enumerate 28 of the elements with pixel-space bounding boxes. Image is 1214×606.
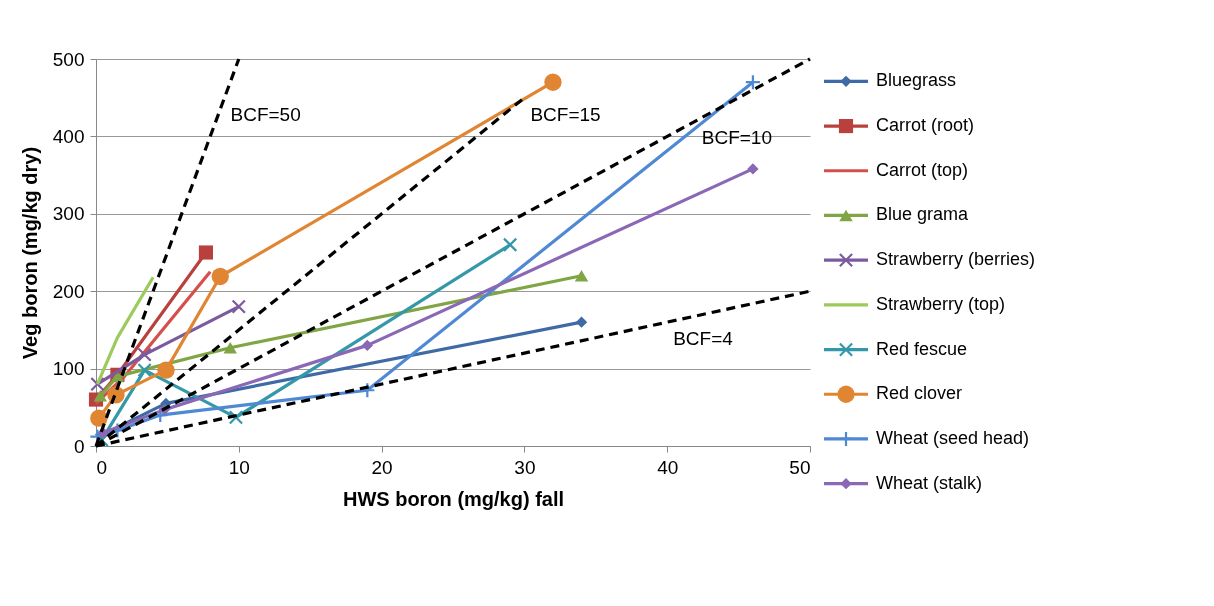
legend-label: Carrot (root) <box>876 115 975 136</box>
annotation: BCF=50 <box>230 103 301 125</box>
y-tick-label: 400 <box>52 125 85 147</box>
legend-label: Red fescue <box>876 338 968 359</box>
y-tick-label: 500 <box>52 48 85 70</box>
annotation: BCF=4 <box>673 328 734 350</box>
legend-label: Carrot (top) <box>876 159 969 180</box>
annotation: BCF=10 <box>701 126 772 148</box>
y-tick-label: 300 <box>52 203 85 225</box>
x-tick-label: 0 <box>96 456 108 478</box>
x-axis-title: HWS boron (mg/kg) fall <box>342 487 565 510</box>
annotation: BCF=15 <box>530 103 601 125</box>
x-tick-label: 50 <box>789 456 811 478</box>
x-tick-label: 40 <box>657 456 679 478</box>
y-tick-label: 200 <box>52 280 85 302</box>
x-tick-label: 20 <box>371 456 393 478</box>
legend-label: Wheat (seed head) <box>876 427 1030 448</box>
y-tick-label: 100 <box>52 358 85 380</box>
legend-label: Blue grama <box>876 204 970 225</box>
legend-label: Red clover <box>876 383 963 404</box>
y-tick-label: 0 <box>73 435 85 457</box>
legend-label: Wheat (stalk) <box>876 472 983 493</box>
y-axis-title: Veg boron (mg/kg dry) <box>18 146 41 360</box>
legend-label: Strawberry (top) <box>876 293 1006 314</box>
x-tick-label: 10 <box>228 456 250 478</box>
legend-label: Bluegrass <box>876 70 957 91</box>
x-tick-label: 30 <box>514 456 536 478</box>
legend-label: Strawberry (berries) <box>876 249 1036 270</box>
